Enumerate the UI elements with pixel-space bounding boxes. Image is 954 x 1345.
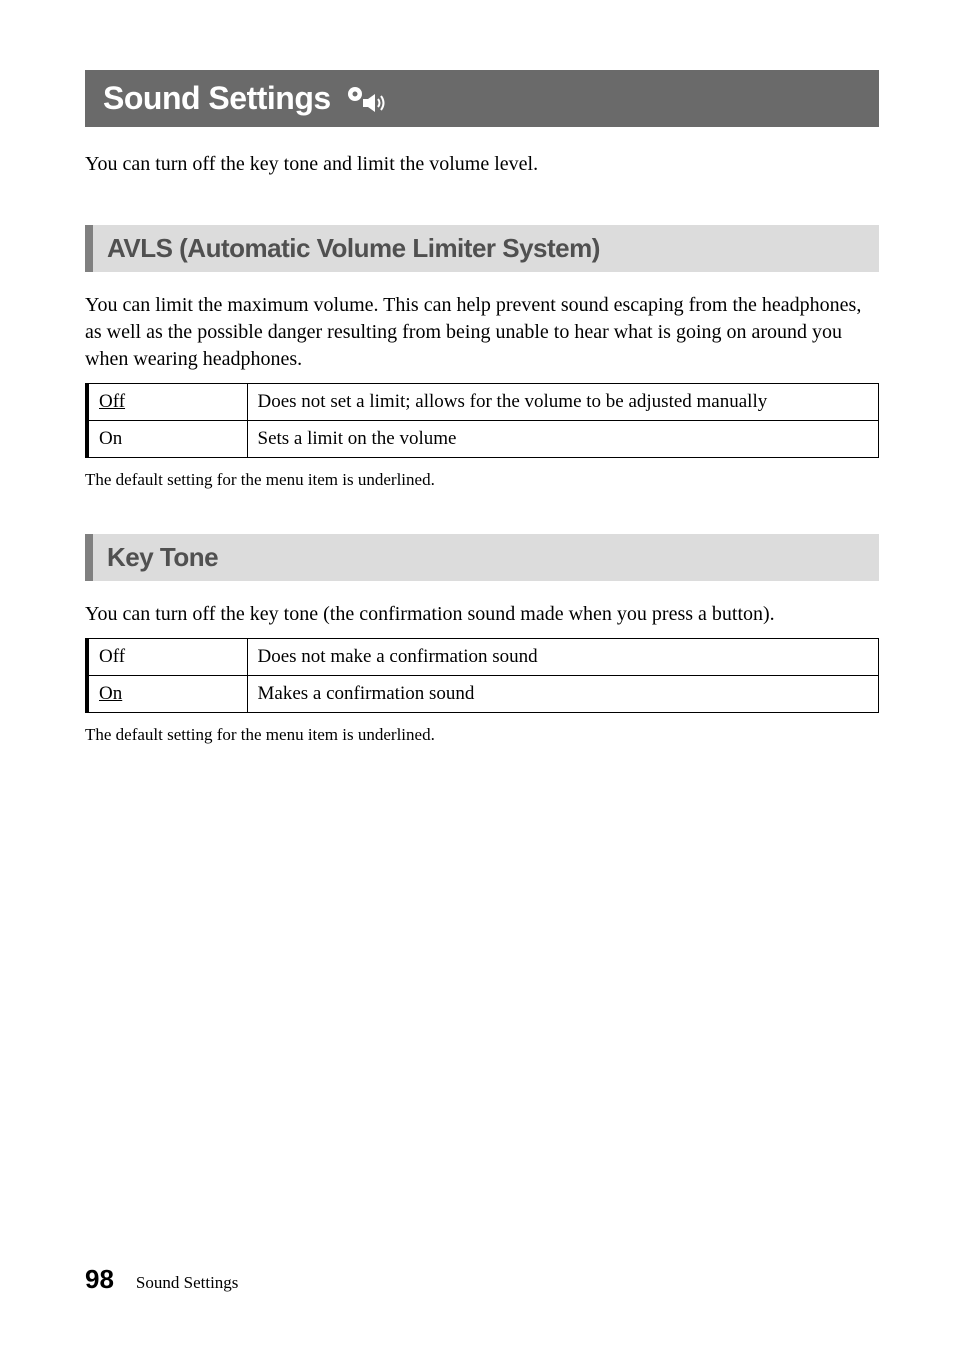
default-note: The default setting for the menu item is… — [85, 725, 879, 745]
table-row: On Makes a confirmation sound — [87, 676, 879, 713]
title-icon-group — [345, 85, 391, 113]
option-label: Off — [87, 384, 247, 421]
keytone-options-table: Off Does not make a confirmation sound O… — [85, 638, 879, 713]
section-body: You can turn off the key tone (the confi… — [85, 601, 879, 628]
page-number: 98 — [85, 1264, 114, 1295]
table-row: Off Does not make a confirmation sound — [87, 639, 879, 676]
section-body: You can limit the maximum volume. This c… — [85, 292, 879, 373]
table-row: Off Does not set a limit; allows for the… — [87, 384, 879, 421]
option-label: Off — [87, 639, 247, 676]
section-title: AVLS (Automatic Volume Limiter System) — [107, 233, 600, 263]
section-header-avls: AVLS (Automatic Volume Limiter System) — [85, 225, 879, 272]
avls-options-table: Off Does not set a limit; allows for the… — [85, 383, 879, 458]
option-desc: Does not set a limit; allows for the vol… — [247, 384, 879, 421]
option-label-text: Off — [99, 391, 125, 412]
option-label-text: On — [99, 683, 122, 704]
option-desc: Does not make a confirmation sound — [247, 639, 879, 676]
page-title-bar: Sound Settings — [85, 70, 879, 127]
intro-text: You can turn off the key tone and limit … — [85, 151, 879, 177]
option-desc: Makes a confirmation sound — [247, 676, 879, 713]
option-desc: Sets a limit on the volume — [247, 421, 879, 458]
option-label: On — [87, 676, 247, 713]
section-header-keytone: Key Tone — [85, 534, 879, 581]
page-title: Sound Settings — [103, 80, 331, 117]
default-note: The default setting for the menu item is… — [85, 470, 879, 490]
table-row: On Sets a limit on the volume — [87, 421, 879, 458]
page-footer: 98 Sound Settings — [85, 1264, 238, 1295]
option-label: On — [87, 421, 247, 458]
footer-label: Sound Settings — [136, 1273, 239, 1293]
sound-settings-icon — [345, 85, 391, 113]
section-title: Key Tone — [107, 542, 218, 572]
